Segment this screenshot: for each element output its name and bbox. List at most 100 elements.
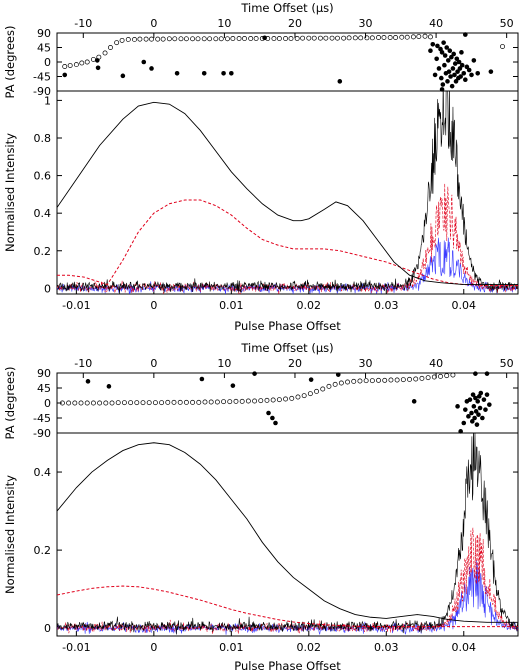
- pa-filled-point: [463, 77, 468, 83]
- pa-open-point: [190, 399, 196, 405]
- pa-filled-point: [472, 415, 477, 421]
- intensity-tick-label: 1: [44, 94, 51, 107]
- pa-open-point: [159, 400, 165, 406]
- pa-filled-point: [466, 67, 472, 73]
- pa-open-point: [236, 36, 242, 41]
- pa-filled-point: [469, 419, 475, 424]
- pa-filled-point: [444, 45, 450, 50]
- pa-open-point: [416, 34, 422, 39]
- pa-filled-point: [463, 407, 468, 412]
- top-axis-tick-label: 0: [150, 357, 157, 370]
- pa-open-point: [233, 398, 239, 404]
- pa-open-point: [171, 399, 177, 405]
- pa-filled-point: [449, 83, 455, 89]
- pa-open-point: [213, 36, 219, 42]
- pa-filled-point: [432, 72, 438, 78]
- top-axis-tick-label: 10: [217, 357, 231, 370]
- pa-open-point: [252, 398, 258, 404]
- pa-open-point: [90, 56, 96, 62]
- pa-open-point: [341, 35, 347, 41]
- pa-open-point: [431, 374, 437, 380]
- pa-open-point: [357, 378, 363, 384]
- pa-filled-point: [447, 48, 453, 54]
- pa-open-point: [289, 395, 295, 401]
- phase-tick-label: 0.01: [219, 641, 244, 654]
- pa-open-point: [338, 380, 344, 386]
- total-intensity-trace: [57, 433, 518, 635]
- pa-open-point: [450, 372, 456, 378]
- pa-tick-label: 45: [37, 382, 51, 395]
- pa-filled-point: [445, 79, 450, 84]
- pa-open-point: [387, 35, 393, 40]
- pa-filled-point: [266, 410, 271, 416]
- pa-filled-point: [476, 412, 481, 417]
- pa-open-point: [358, 35, 364, 41]
- pa-open-point: [146, 400, 152, 406]
- phase-tick-label: 0.03: [374, 641, 399, 654]
- pa-open-point: [214, 399, 220, 405]
- top-axis-tick-label: 30: [359, 357, 373, 370]
- pa-filled-point: [474, 422, 480, 427]
- pa-filled-point: [471, 58, 477, 63]
- pa-open-point: [140, 400, 146, 406]
- pa-open-point: [332, 381, 338, 387]
- top-axis-tick-label: 50: [500, 357, 514, 370]
- intensity-tick-label: 0.2: [34, 544, 52, 557]
- pa-filled-point: [273, 420, 278, 426]
- pa-open-point: [73, 62, 79, 68]
- intensity-tick-label: 0: [44, 622, 51, 635]
- circular-polarisation-trace: [57, 560, 518, 636]
- pa-open-point: [346, 35, 352, 41]
- top-axis-title: Time Offset (µs): [240, 341, 333, 355]
- pa-filled-point: [94, 58, 100, 63]
- pa-open-point: [178, 36, 184, 42]
- pa-open-point: [165, 399, 171, 405]
- pa-open-point: [134, 400, 140, 406]
- pa-open-point: [227, 399, 233, 405]
- smooth-linear-profile: [57, 585, 518, 628]
- pa-open-point: [172, 36, 178, 42]
- pa-open-point: [196, 399, 202, 405]
- intensity-tick-label: 0.6: [34, 170, 52, 183]
- pa-filled-point: [454, 56, 460, 62]
- intensity-axis-title: Normalised Intensity: [3, 133, 17, 252]
- pa-filled-point: [464, 64, 470, 70]
- pa-open-point: [307, 391, 313, 397]
- pa-open-point: [306, 35, 312, 41]
- pa-tick-label: -45: [33, 412, 51, 425]
- pa-open-point: [166, 36, 172, 42]
- pa-open-point: [84, 59, 90, 65]
- pa-filled-point: [488, 69, 494, 74]
- pa-filled-point: [428, 48, 433, 54]
- intensity-panel-frame: [56, 90, 519, 295]
- pa-filled-point: [461, 70, 467, 76]
- pa-tick-label: 90: [37, 367, 51, 380]
- pa-open-point: [67, 63, 73, 68]
- pa-open-point: [152, 400, 158, 406]
- phase-axis-title: Pulse Phase Offset: [234, 659, 341, 672]
- chart-top-burst: Time Offset (µs)-1001020304050607090450-…: [3, 1, 519, 333]
- pa-open-point: [242, 36, 247, 41]
- phase-tick-label: -0.01: [62, 641, 90, 654]
- pa-filled-point: [453, 79, 459, 84]
- pa-filled-point: [252, 371, 257, 376]
- linear-polarisation-trace: [57, 527, 518, 635]
- pa-filled-point: [436, 66, 442, 71]
- pa-open-point: [108, 45, 113, 50]
- pa-open-point: [320, 386, 326, 392]
- phase-axis-title: Pulse Phase Offset: [234, 319, 341, 333]
- pa-filled-point: [457, 66, 463, 71]
- pa-filled-point: [480, 415, 485, 421]
- pa-filled-point: [481, 397, 487, 402]
- linear-polarisation-trace: [57, 183, 518, 294]
- pa-open-point: [115, 400, 121, 406]
- pa-open-point: [239, 398, 245, 404]
- pa-open-point: [276, 36, 282, 41]
- pa-filled-point: [62, 72, 68, 78]
- pa-filled-point: [475, 399, 481, 404]
- pa-open-point: [294, 36, 300, 41]
- pa-filled-point: [452, 61, 458, 66]
- pa-open-point: [66, 400, 72, 406]
- pa-filled-point: [452, 72, 457, 78]
